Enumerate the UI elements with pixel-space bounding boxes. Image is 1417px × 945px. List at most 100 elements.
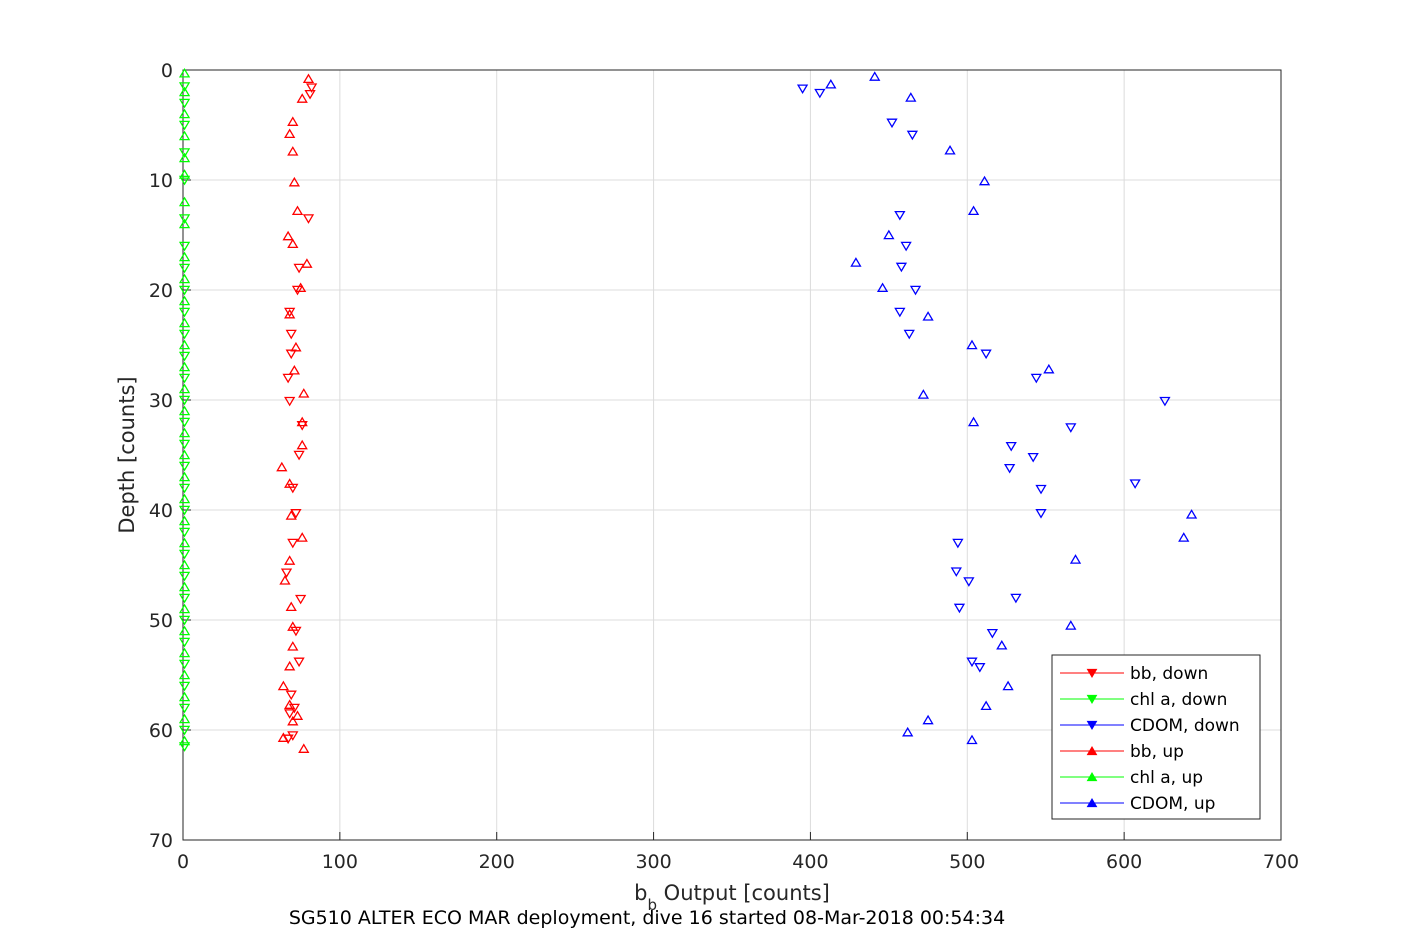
data-point-chl-a-down	[178, 461, 191, 472]
data-point-cdom-down	[1129, 479, 1141, 489]
data-point-bb-up	[287, 238, 299, 249]
data-point-bb-down	[285, 329, 297, 340]
data-point-bb-up	[284, 308, 296, 319]
data-point-cdom-down	[906, 130, 919, 141]
data-point-bb-up	[301, 258, 313, 268]
data-point-chl-a-down	[178, 593, 191, 604]
data-point-chl-a-up	[178, 339, 191, 350]
x-axis-ticks: 0 100 200 300 400 500 600 700	[177, 832, 1299, 873]
data-points	[178, 67, 1198, 753]
data-point-cdom-down	[980, 349, 992, 360]
data-point-chl-a-up	[178, 515, 191, 526]
data-point-chl-a-up	[178, 559, 191, 570]
data-point-bb-down	[302, 214, 315, 224]
data-point-cdom-down	[903, 329, 915, 340]
data-point-cdom-down	[894, 307, 906, 318]
x-tick-label: 0	[177, 851, 189, 873]
data-point-bb-down	[295, 594, 307, 605]
data-point-cdom-up	[1002, 680, 1014, 691]
data-point-chl-a-down	[178, 571, 191, 582]
data-point-bb-down	[287, 538, 299, 549]
data-point-chl-a-down	[178, 439, 191, 450]
data-point-cdom-down	[1159, 396, 1171, 407]
data-point-cdom-up	[883, 229, 895, 240]
data-point-chl-a-down	[178, 329, 191, 340]
data-point-chl-a-down	[178, 98, 191, 109]
data-point-bb-down	[293, 263, 305, 274]
data-point-chl-a-down	[178, 742, 191, 752]
data-point-cdom-up	[966, 734, 978, 745]
legend: bb, down chl a, down CDOM, down bb, up chl a…	[1051, 654, 1261, 820]
data-point-chl-a-down	[178, 263, 191, 274]
data-point-chl-a-down	[178, 175, 191, 186]
data-point-bb-down	[291, 285, 304, 296]
legend-marker-cdom-down	[1086, 720, 1098, 731]
data-point-cdom-up	[1069, 554, 1082, 564]
data-point-cdom-down	[894, 210, 906, 221]
data-point-bb-up	[277, 680, 290, 691]
data-point-cdom-down	[974, 663, 986, 673]
data-point-cdom-up	[869, 71, 881, 81]
data-point-chl-a-down	[178, 637, 191, 648]
y-tick-label: 20	[149, 280, 173, 302]
legend-marker-chl-a-up	[1086, 771, 1098, 782]
data-point-chl-a-down	[178, 703, 191, 714]
data-point-cdom-up	[1185, 509, 1198, 519]
data-point-chl-a-up	[178, 647, 191, 658]
data-point-cdom-down	[1030, 373, 1042, 384]
data-point-chl-a-down	[178, 417, 191, 428]
data-point-bb-up	[276, 461, 288, 472]
data-point-cdom-up	[967, 205, 980, 216]
data-point-bb-up	[284, 699, 296, 709]
data-point-chl-a-up	[178, 581, 191, 592]
data-point-chl-a-up	[178, 669, 191, 680]
data-point-cdom-up	[922, 714, 934, 725]
data-point-bb-down	[285, 690, 297, 701]
x-tick-label: 600	[1106, 851, 1142, 873]
data-point-bb-down	[284, 307, 296, 318]
y-axis-label: Depth [counts]	[115, 376, 139, 533]
grid	[182, 69, 1282, 841]
data-point-cdom-up	[850, 257, 862, 267]
data-point-chl-a-up	[178, 295, 191, 306]
data-point-chl-a-up	[178, 427, 191, 438]
data-point-chl-a-down	[178, 307, 191, 318]
y-tick-label: 50	[149, 610, 173, 632]
data-point-cdom-down	[986, 628, 999, 639]
data-point-chl-a-down	[178, 615, 191, 626]
data-point-bb-down	[293, 450, 305, 461]
legend-marker-bb-up	[1086, 745, 1098, 756]
legend-label-bb-down: bb, down	[1130, 664, 1208, 684]
data-point-chl-a-down	[178, 214, 191, 224]
data-point-cdom-down	[796, 84, 809, 95]
data-point-chl-a-down	[178, 351, 191, 362]
data-point-chl-a-down	[178, 82, 191, 92]
data-point-cdom-up	[922, 311, 934, 321]
data-point-bb-down	[287, 731, 299, 741]
data-point-cdom-down	[1035, 509, 1047, 519]
legend-marker-chl-a-down	[1086, 694, 1098, 705]
data-point-chl-a-up	[178, 130, 191, 141]
data-point-chl-a-up	[178, 713, 191, 724]
data-point-chl-a-up	[178, 86, 191, 97]
data-point-bb-up	[284, 128, 296, 139]
y-tick-label: 60	[149, 720, 173, 742]
x-tick-label: 700	[1263, 851, 1299, 873]
data-point-chl-a-down	[178, 483, 191, 494]
x-axis-label: bb Output [counts]	[634, 881, 830, 914]
data-point-bb-up	[302, 73, 315, 84]
data-point-chl-a-up	[178, 383, 191, 394]
data-point-cdom-up	[966, 339, 978, 350]
data-point-cdom-down	[900, 241, 912, 252]
data-point-bb-up	[285, 510, 297, 520]
data-point-chl-a-down	[178, 395, 191, 406]
data-point-cdom-down	[1005, 441, 1017, 452]
data-point-bb-down	[282, 373, 294, 384]
data-point-bb-up	[298, 388, 310, 398]
y-axis-ticks: 0 10 20 30 40 50 60 70	[149, 60, 191, 852]
data-point-chl-a-down	[178, 527, 191, 538]
data-point-bb-up	[284, 660, 296, 671]
data-point-chl-a-up	[178, 196, 191, 207]
data-point-bb-up	[296, 93, 308, 103]
data-point-bb-down	[280, 568, 293, 579]
